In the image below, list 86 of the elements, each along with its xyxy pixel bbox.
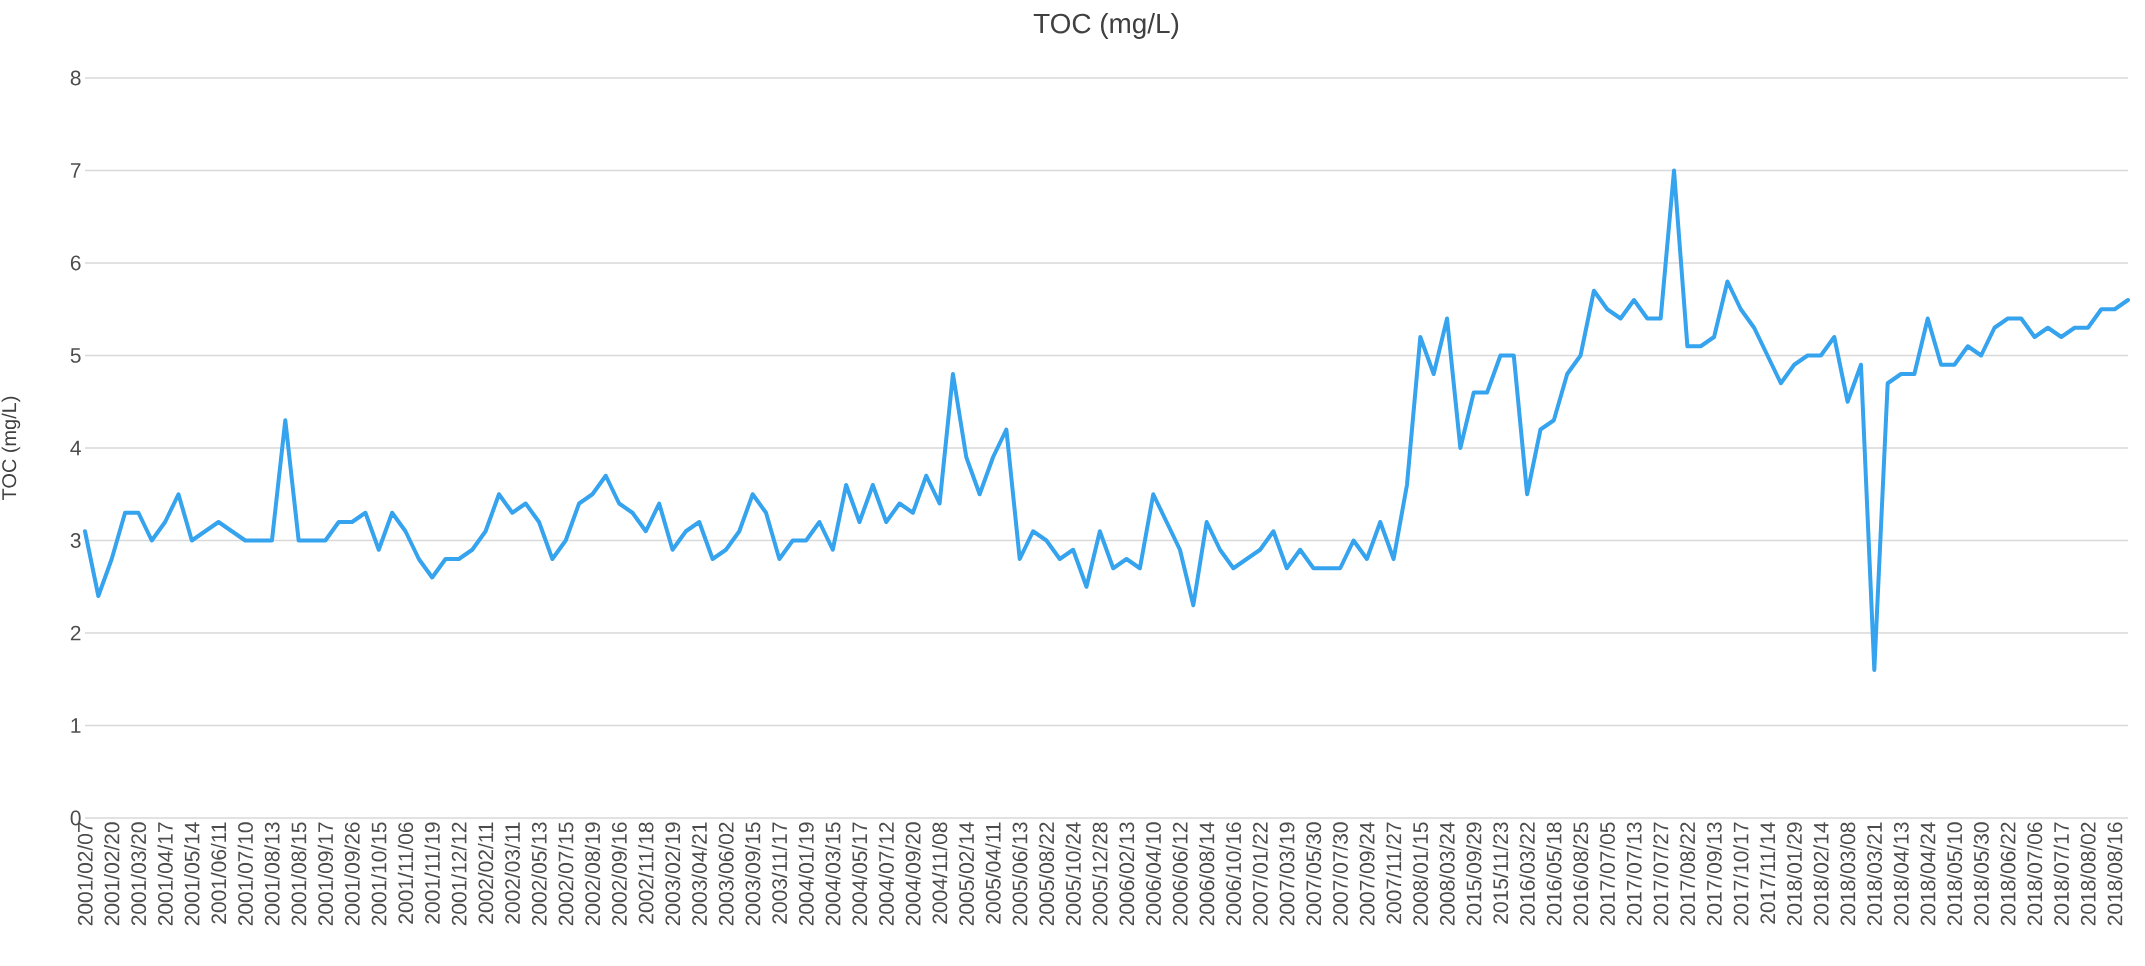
- x-tick-label: 2018/03/21: [1866, 822, 1882, 926]
- x-tick-label: 2018/07/17: [2053, 822, 2069, 926]
- x-tick-label: 2017/09/13: [1706, 822, 1722, 926]
- x-tick-label: 2006/02/13: [1118, 822, 1135, 926]
- x-tick-label: 2006/04/10: [1145, 822, 1161, 926]
- y-tick-label: 1: [71, 718, 81, 733]
- x-tick-label: 2004/11/08: [931, 822, 948, 924]
- x-tick-label: 2008/01/15: [1412, 822, 1428, 926]
- x-tick-label: 2002/09/16: [611, 822, 627, 926]
- x-tick-label: 2001/06/11: [210, 822, 227, 924]
- y-tick-label: 8: [70, 70, 81, 86]
- x-tick-label: 2006/06/12: [1172, 822, 1188, 926]
- y-tick-label: 7: [70, 163, 81, 178]
- x-tick-label: 2004/07/12: [878, 822, 894, 926]
- x-tick-label: 2018/04/13: [1893, 822, 1909, 926]
- x-tick-label: 2005/10/24: [1065, 822, 1081, 926]
- x-tick-label: 2018/08/02: [2080, 822, 2096, 926]
- x-tick-label: 2003/11/17: [771, 822, 788, 924]
- chart-title: TOC (mg/L): [1033, 12, 1179, 39]
- x-tick-label: 2001/08/13: [264, 822, 280, 926]
- x-tick-label: 2002/11/18: [638, 822, 654, 924]
- x-tick-label: 2001/11/19: [424, 822, 440, 924]
- x-tick-label: 2005/12/28: [1092, 822, 1108, 926]
- x-tick-label: 2018/06/22: [2000, 822, 2016, 926]
- x-tick-label: 2007/01/22: [1252, 822, 1268, 926]
- x-tick-label: 2003/02/19: [664, 822, 681, 926]
- y-axis-title: TOC (mg/L): [1, 396, 21, 500]
- x-tick-label: 2001/11/06: [397, 822, 414, 924]
- x-tick-label: 2017/07/05: [1599, 822, 1615, 926]
- x-tick-label: 2002/02/11: [477, 822, 494, 924]
- x-tick-label: 2002/03/11: [504, 822, 520, 924]
- x-tick-label: 2004/09/20: [905, 822, 921, 926]
- x-tick-label: 2005/08/22: [1038, 822, 1055, 926]
- x-tick-label: 2018/04/24: [1920, 822, 1936, 926]
- x-tick-label: 2007/09/24: [1359, 822, 1375, 926]
- x-tick-label: 2018/05/30: [1973, 822, 1989, 926]
- x-tick-label: 2001/04/17: [157, 822, 173, 926]
- x-tick-label: 2004/01/19: [798, 822, 814, 926]
- x-tick-label: 2002/08/19: [584, 822, 601, 926]
- y-tick-label: 3: [70, 533, 81, 548]
- x-tick-label: 2015/11/23: [1492, 822, 1509, 924]
- x-tick-label: 2001/10/15: [371, 822, 387, 926]
- x-tick-label: 2018/07/06: [2026, 822, 2043, 926]
- x-tick-label: 2004/05/17: [851, 822, 868, 926]
- y-tick-label: 6: [70, 255, 81, 271]
- x-tick-label: 2002/05/13: [531, 822, 547, 926]
- y-tick-label: 5: [70, 348, 81, 363]
- x-tick-label: 2007/03/19: [1279, 822, 1295, 926]
- x-tick-label: 2001/08/15: [290, 822, 307, 926]
- x-tick-label: 2017/07/13: [1626, 822, 1642, 926]
- x-tick-label: 2017/11/14: [1759, 822, 1776, 924]
- x-tick-label: 2001/07/10: [237, 822, 253, 926]
- x-tick-label: 2018/05/10: [1946, 822, 1963, 926]
- x-tick-label: 2002/07/15: [558, 822, 574, 926]
- x-tick-label: 2001/05/14: [184, 822, 200, 926]
- x-tick-label: 2001/02/20: [104, 822, 120, 926]
- x-tick-label: 2001/09/17: [317, 822, 334, 926]
- x-tick-label: 2003/09/15: [744, 822, 761, 926]
- x-tick-label: 2006/10/16: [1225, 822, 1242, 926]
- x-tick-label: 2018/08/16: [2106, 822, 2123, 926]
- x-tick-label: 2006/08/14: [1198, 822, 1215, 926]
- x-tick-label: 2005/04/11: [985, 822, 1001, 924]
- x-tick-label: 2005/02/14: [958, 822, 974, 926]
- x-tick-label: 2005/06/13: [1012, 822, 1028, 926]
- x-tick-label: 2001/12/12: [451, 822, 467, 926]
- x-tick-label: 2003/06/02: [718, 822, 734, 926]
- x-tick-label: 2017/08/22: [1679, 822, 1696, 926]
- x-tick-label: 2015/09/29: [1466, 822, 1482, 926]
- x-tick-label: 2001/09/26: [344, 822, 360, 926]
- x-tick-label: 2017/07/27: [1652, 822, 1669, 926]
- x-tick-label: 2004/03/15: [825, 822, 841, 926]
- x-tick-label: 2018/02/14: [1813, 822, 1829, 926]
- x-tick-label: 2007/07/30: [1332, 822, 1348, 926]
- x-tick-label: 2016/03/22: [1519, 822, 1535, 926]
- x-tick-label: 2008/03/24: [1439, 822, 1455, 926]
- x-tick-label: 2016/08/25: [1572, 822, 1589, 926]
- x-tick-label: 2018/01/29: [1786, 822, 1802, 926]
- x-tick-label: 2001/03/20: [130, 822, 147, 926]
- y-tick-label: 4: [70, 440, 81, 456]
- x-tick-label: 2003/04/21: [691, 822, 707, 926]
- y-tick-label: 2: [70, 625, 81, 641]
- x-tick-label: 2016/05/18: [1546, 822, 1562, 926]
- x-tick-label: 2017/10/17: [1733, 822, 1749, 926]
- x-tick-label: 2007/11/27: [1385, 822, 1402, 924]
- x-tick-label: 2007/05/30: [1305, 822, 1322, 926]
- x-tick-label: 2018/03/08: [1839, 822, 1856, 926]
